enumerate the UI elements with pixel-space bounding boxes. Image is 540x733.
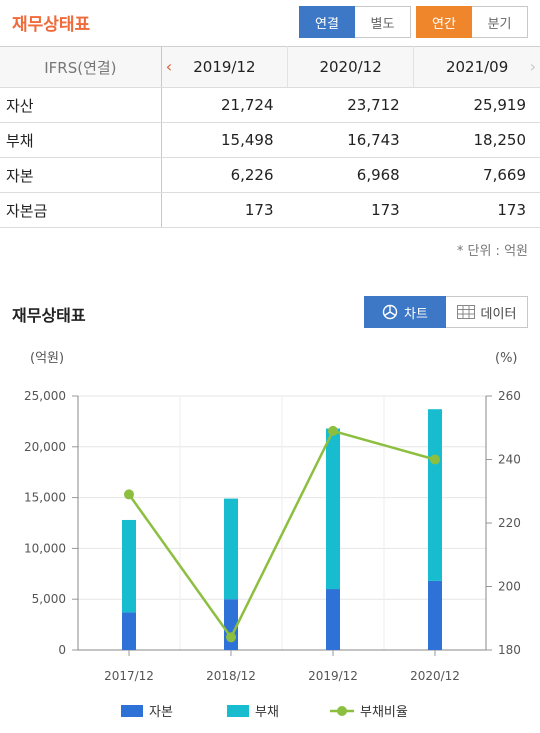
table-row: 자산 21,724 23,712 25,919 — [0, 87, 540, 123]
bar-liability — [326, 428, 340, 590]
bar-equity — [428, 580, 442, 650]
column-header-label: 2020/12 — [319, 58, 382, 76]
left-axis-tick-label: 5,000 — [32, 592, 66, 606]
period-tab-group: 연간 분기 — [416, 6, 528, 38]
table-cell: 18,250 — [413, 122, 540, 158]
x-axis-tick-label: 2020/12 — [410, 669, 460, 683]
legend-ratio-label: 부채비율 — [360, 705, 408, 720]
bar-liability — [122, 519, 136, 613]
table-cell: 6,226 — [161, 157, 288, 193]
table-header-label: IFRS(연결) — [0, 46, 162, 88]
left-axis-tick-label: 10,000 — [24, 541, 66, 555]
ratio-line — [127, 429, 436, 640]
ratio-point — [430, 454, 440, 465]
column-header-label: 2019/12 — [193, 58, 256, 76]
grid-table-icon — [456, 305, 475, 319]
right-axis-tick-label: 200 — [498, 580, 521, 594]
financial-table: IFRS(연결) ‹ 2019/12 2020/12 2021/09 › 자산 … — [0, 46, 540, 228]
column-header: ‹ 2019/12 — [161, 46, 289, 88]
table-cell: 23,712 — [287, 87, 414, 123]
view-toggle: 차트 데이터 — [364, 296, 528, 328]
table-cell: 6,968 — [287, 157, 414, 193]
bar-equity — [122, 612, 136, 650]
right-axis-tick-label: 240 — [498, 453, 521, 467]
data-view-label: 데이터 — [480, 306, 517, 322]
chart-view-button[interactable]: 차트 — [364, 296, 446, 328]
data-view-button[interactable]: 데이터 — [446, 296, 528, 328]
unit-note: * 단위 : 억원 — [456, 244, 528, 259]
tab-annual[interactable]: 연간 — [416, 6, 472, 38]
table-cell: 7,669 — [413, 157, 540, 193]
left-axis-tick-label: 0 — [58, 643, 66, 657]
chart-view-label: 차트 — [404, 306, 428, 322]
right-axis-tick-label: 220 — [498, 516, 521, 530]
left-axis-tick-label: 20,000 — [24, 440, 66, 454]
row-label: 자본금 — [0, 192, 162, 228]
legend-liability-label: 부채 — [255, 705, 279, 720]
table-cell: 173 — [287, 192, 414, 228]
x-axis-tick-label: 2019/12 — [308, 669, 358, 683]
ratio-point — [328, 425, 338, 436]
row-label: 부채 — [0, 122, 162, 158]
right-axis-tick-label: 180 — [498, 643, 521, 657]
chart-section-title: 재무상태표 — [12, 306, 86, 325]
prev-arrow-icon[interactable]: ‹ — [165, 57, 173, 76]
pie-chart-icon — [382, 304, 398, 320]
bar-liability — [428, 409, 442, 581]
table-cell: 16,743 — [287, 122, 414, 158]
legend-ratio-marker — [337, 706, 347, 716]
table-row: 자본금 173 173 173 — [0, 192, 540, 228]
tab-quarterly[interactable]: 분기 — [472, 6, 528, 38]
row-label: 자본 — [0, 157, 162, 193]
table-cell: 25,919 — [413, 87, 540, 123]
consolidation-tab-group: 연결 별도 — [299, 6, 411, 38]
right-axis-unit: (%) — [495, 351, 518, 366]
table-cell: 173 — [161, 192, 288, 228]
column-header: 2021/09 › — [413, 46, 540, 88]
bar-equity — [326, 589, 340, 650]
page-title: 재무상태표 — [12, 15, 91, 35]
tab-separate[interactable]: 별도 — [355, 6, 411, 38]
tab-consolidated[interactable]: 연결 — [299, 6, 355, 38]
table-cell: 15,498 — [161, 122, 288, 158]
left-axis-unit: (억원) — [30, 351, 64, 366]
left-axis-tick-label: 25,000 — [24, 389, 66, 403]
ratio-point — [226, 632, 236, 643]
column-header-label: 2021/09 — [445, 58, 509, 76]
column-header: 2020/12 — [287, 46, 415, 88]
legend-equity-label: 자본 — [149, 705, 173, 720]
table-cell: 173 — [413, 192, 540, 228]
x-axis-tick-label: 2018/12 — [206, 669, 256, 683]
row-label: 자산 — [0, 87, 162, 123]
header-bar: 재무상태표 연결 별도 연간 분기 — [0, 0, 540, 46]
legend-equity-swatch — [121, 705, 143, 717]
left-axis-tick-label: 15,000 — [24, 491, 66, 505]
bar-liability — [224, 498, 238, 600]
table-row: 부채 15,498 16,743 18,250 — [0, 122, 540, 158]
right-axis-tick-label: 260 — [498, 389, 521, 403]
table-header-row: IFRS(연결) ‹ 2019/12 2020/12 2021/09 › — [0, 46, 540, 88]
table-cell: 21,724 — [161, 87, 288, 123]
legend-liability-swatch — [227, 705, 249, 717]
ratio-point — [124, 489, 134, 500]
table-row: 자본 6,226 6,968 7,669 — [0, 157, 540, 193]
x-axis-tick-label: 2017/12 — [104, 669, 154, 683]
next-arrow-icon[interactable]: › — [529, 57, 536, 76]
balance-sheet-chart: (억원) (%) 0 5,000 10,000 15,000 20,000 25,000 1… — [24, 351, 521, 720]
